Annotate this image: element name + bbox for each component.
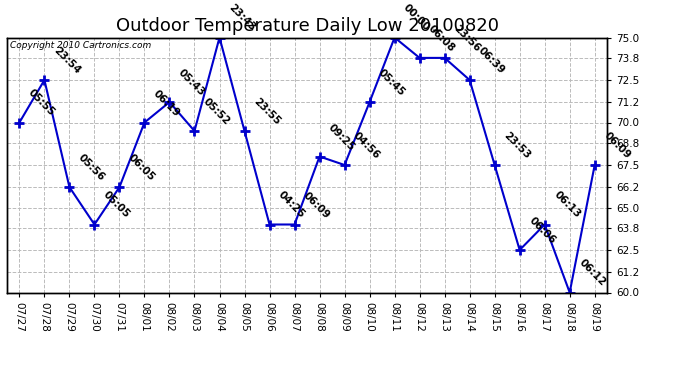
Text: 05:05: 05:05 xyxy=(101,190,132,220)
Text: 06:08: 06:08 xyxy=(426,23,457,54)
Text: 05:43: 05:43 xyxy=(177,68,207,98)
Text: 05:55: 05:55 xyxy=(26,88,57,118)
Text: 05:52: 05:52 xyxy=(201,96,232,127)
Text: 23:55: 23:55 xyxy=(251,96,282,127)
Text: 09:25: 09:25 xyxy=(326,122,357,152)
Text: 06:12: 06:12 xyxy=(577,258,607,288)
Text: 23:53: 23:53 xyxy=(502,130,532,161)
Text: 04:56: 04:56 xyxy=(351,130,382,161)
Text: 06:13: 06:13 xyxy=(551,190,582,220)
Text: 05:56: 05:56 xyxy=(77,153,107,183)
Text: 06:09: 06:09 xyxy=(602,130,632,161)
Text: Copyright 2010 Cartronics.com: Copyright 2010 Cartronics.com xyxy=(10,41,151,50)
Text: 06:09: 06:09 xyxy=(302,190,332,220)
Text: 23:56: 23:56 xyxy=(451,23,482,54)
Text: 06:05: 06:05 xyxy=(126,153,157,183)
Text: 05:45: 05:45 xyxy=(377,68,407,98)
Text: 06:06: 06:06 xyxy=(526,215,557,246)
Text: 06:39: 06:39 xyxy=(477,45,507,76)
Text: 23:54: 23:54 xyxy=(51,45,82,76)
Text: 00:00: 00:00 xyxy=(402,3,432,33)
Title: Outdoor Temperature Daily Low 20100820: Outdoor Temperature Daily Low 20100820 xyxy=(115,16,499,34)
Text: 06:19: 06:19 xyxy=(151,88,182,118)
Text: 23:43: 23:43 xyxy=(226,3,257,33)
Text: 04:25: 04:25 xyxy=(277,190,307,220)
